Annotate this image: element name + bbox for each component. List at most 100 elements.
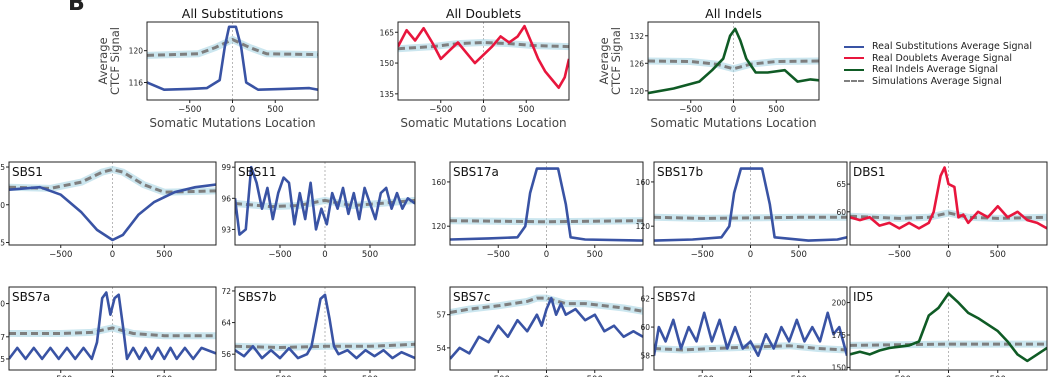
chart-title: All Substitutions — [182, 6, 283, 21]
legend-label-doublets: Real Doublets Average Signal — [872, 52, 1013, 64]
x-tick-label: −500 — [429, 105, 452, 115]
x-tick-label: 500 — [587, 375, 603, 377]
y-tick-label: 65 — [836, 180, 846, 189]
simulation-confidence-band — [850, 340, 1047, 349]
y-tick-label: 160 — [636, 178, 651, 187]
plot-frame — [397, 21, 570, 101]
x-tick-label: 0 — [110, 375, 115, 377]
x-tick-label: −500 — [268, 250, 291, 260]
legend-item-indels: Real Indels Average Signal — [844, 64, 1032, 76]
legend-swatch-indels — [844, 68, 864, 71]
x-tick-label: −500 — [49, 375, 72, 377]
y-tick-label: 47 — [0, 333, 5, 342]
x-tick-label: 500 — [990, 375, 1006, 377]
y-tick-label: 120 — [636, 222, 651, 231]
y-tick-label: 135 — [380, 90, 395, 99]
x-tick-label: 0 — [946, 375, 951, 377]
legend-swatch-substitutions — [844, 45, 864, 48]
chart-label: SBS7c — [453, 290, 491, 304]
chart-title: All Indels — [705, 6, 762, 21]
chart-panel: −500 0 500 54 57 SBS7c — [436, 286, 644, 377]
real-signal-line — [398, 24, 569, 89]
chart-panel: −500 0 500 45 47 50 SBS7a — [0, 286, 217, 377]
legend-label-substitutions: Real Substitutions Average Signal — [872, 41, 1033, 52]
x-tick-label: −500 — [487, 375, 510, 377]
y-tick-label: 120 — [432, 222, 447, 231]
x-tick-label: 0 — [110, 250, 115, 260]
x-tick-label: 0 — [230, 105, 235, 115]
simulation-confidence-band — [654, 342, 847, 354]
legend-swatch-doublets — [844, 57, 864, 60]
y-axis-label: CTCF Signal — [609, 27, 623, 95]
x-tick-label: 500 — [362, 250, 378, 260]
real-signal-line — [235, 165, 415, 236]
plot-area — [235, 293, 415, 360]
legend: Real Substitutions Average Signal Real D… — [844, 41, 1032, 87]
plot-area — [235, 165, 415, 236]
x-tick-label: 0 — [748, 250, 753, 260]
y-tick-label: 150 — [832, 363, 847, 372]
legend-label-simulations: Simulations Average Signal — [872, 75, 1002, 87]
y-axis-label: Average — [96, 37, 110, 84]
real-signal-line — [9, 183, 216, 242]
legend-swatch-simulations — [844, 80, 864, 83]
simulation-line — [398, 40, 569, 51]
y-tick-label: 120 — [0, 201, 5, 210]
chart-panel: −500 0 500 120 160 SBS17a — [432, 161, 644, 260]
y-tick-label: 200 — [832, 299, 847, 308]
y-tick-label: 116 — [129, 78, 144, 87]
simulation-line — [450, 219, 643, 224]
plot-area — [9, 291, 216, 361]
real-signal-line — [654, 167, 847, 242]
x-axis-label: Somatic Mutations Location — [400, 116, 566, 130]
x-tick-label: 500 — [791, 375, 807, 377]
x-tick-label: 500 — [990, 250, 1006, 260]
y-tick-label: 165 — [380, 28, 395, 37]
chart-label: SBS11 — [238, 165, 277, 179]
x-tick-label: 500 — [362, 375, 378, 377]
chart-panel: −500 0 500 120 160 SBS17b — [636, 161, 848, 260]
legend-item-doublets: Real Doublets Average Signal — [844, 53, 1032, 65]
x-tick-label: −500 — [268, 375, 291, 377]
real-signal-line — [850, 166, 1047, 230]
x-tick-label: 0 — [322, 250, 327, 260]
plot-area — [398, 24, 569, 89]
x-tick-label: −500 — [691, 250, 714, 260]
chart-label: SBS17a — [453, 165, 499, 179]
simulation-line — [9, 326, 216, 338]
x-tick-label: 0 — [481, 105, 486, 115]
chart-label: SBS7b — [238, 290, 277, 304]
y-tick-label: 54 — [436, 344, 446, 353]
x-tick-label: −500 — [888, 375, 911, 377]
y-tick-label: 62 — [640, 294, 650, 303]
x-tick-label: 0 — [748, 375, 753, 377]
real-signal-line — [850, 292, 1047, 363]
simulation-line — [147, 37, 318, 57]
real-signal-line — [450, 167, 643, 242]
real-signal-line — [235, 293, 415, 360]
y-tick-label: 72 — [221, 287, 231, 296]
chart-label: DBS1 — [853, 165, 886, 179]
x-tick-label: −500 — [888, 250, 911, 260]
x-tick-label: 0 — [544, 250, 549, 260]
chart-panel: −500 0 500 135 150 165 All Doublets Somatic Mut… — [380, 6, 570, 130]
x-tick-label: 0 — [731, 105, 736, 115]
chart-panel: −500 0 500 93 96 99 SBS11 — [221, 161, 416, 260]
x-tick-label: 500 — [156, 375, 172, 377]
simulation-line — [450, 296, 643, 314]
x-tick-label: −500 — [49, 250, 72, 260]
plot-area — [450, 294, 643, 360]
simulation-line — [9, 167, 216, 194]
chart-panel: −500 0 500 58 60 62 SBS7d — [640, 286, 848, 377]
simulation-line — [235, 342, 415, 350]
real-signal-line — [648, 27, 819, 95]
real-signal-line — [147, 25, 318, 91]
y-tick-label: 45 — [0, 355, 5, 364]
y-tick-label: 60 — [836, 208, 846, 217]
y-tick-label: 58 — [640, 352, 650, 361]
chart-title: All Doublets — [446, 6, 521, 21]
y-tick-label: 105 — [0, 238, 5, 247]
y-tick-label: 64 — [221, 319, 231, 328]
panel-letter: B — [68, 0, 85, 16]
